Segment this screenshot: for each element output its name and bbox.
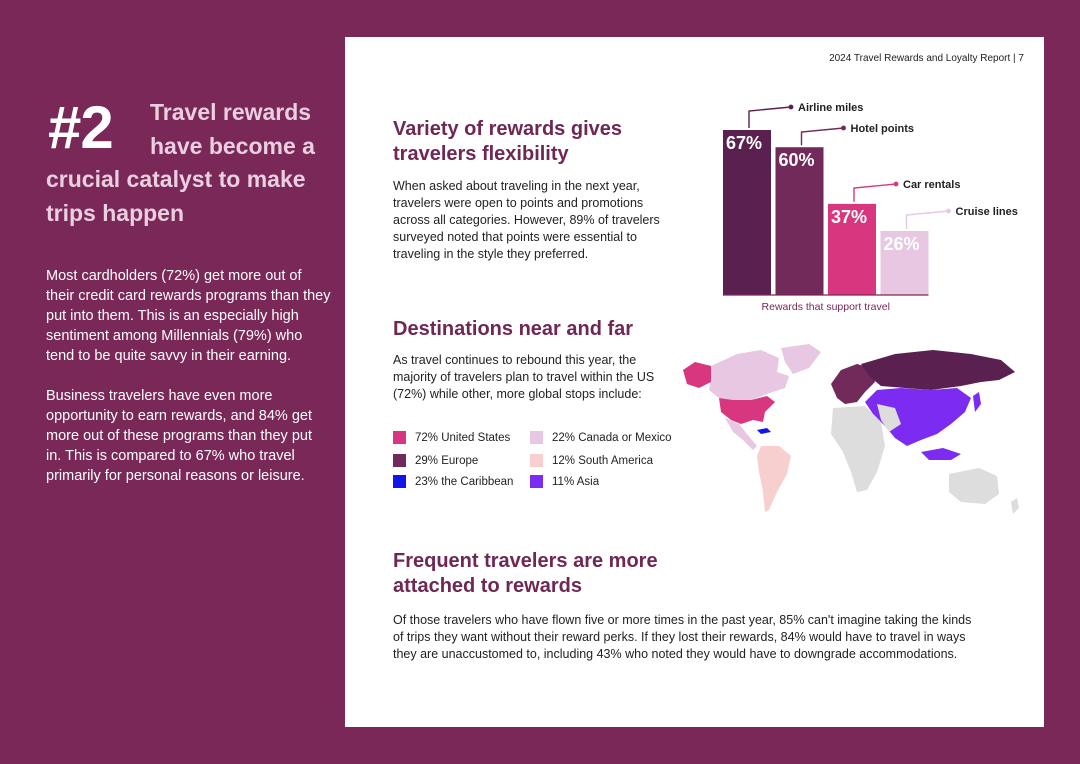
- map-russia: [861, 350, 1015, 390]
- intro-paragraph-1: Most cardholders (72%) get more out of t…: [46, 268, 331, 364]
- hero-line-1: Travel rewards: [150, 99, 312, 125]
- legend-swatch: [393, 475, 406, 488]
- category-leader-line: [853, 183, 897, 202]
- map-south-america: [757, 446, 791, 512]
- map-middle-east: [877, 404, 901, 432]
- chart-x-label: Rewards that support travel: [762, 301, 890, 313]
- rewards-section-body: When asked about traveling in the next y…: [393, 179, 660, 261]
- category-label: Hotel points: [851, 123, 915, 135]
- frequent-travelers-title: Frequent travelers are more attached to …: [393, 550, 658, 597]
- map-africa: [831, 406, 885, 492]
- bar-cruise-lines: [880, 230, 929, 295]
- category-leader-dot: [841, 125, 846, 131]
- legend-label: 29% Europe: [415, 454, 479, 467]
- frequent-travelers-body: Of those travelers who have flown five o…: [393, 613, 972, 661]
- legend-swatch: [530, 431, 543, 444]
- map-united-states: [719, 396, 775, 424]
- legend-label: 22% Canada or Mexico: [552, 431, 672, 444]
- rewards-chart-svg: 67% Airline miles 60% Hotel points 37% Car re…: [723, 102, 1018, 313]
- rewards-section-title: Variety of rewards gives travelers flexi…: [393, 118, 623, 165]
- legend-label: 11% Asia: [552, 475, 600, 488]
- map-australia: [949, 468, 999, 504]
- legend-label: 72% United States: [415, 431, 511, 444]
- legend-swatch: [393, 431, 406, 444]
- legend-item: 11% Asia: [530, 475, 599, 488]
- legend-swatch: [530, 454, 543, 467]
- map-indonesia: [921, 448, 961, 460]
- bar-hotel-points: [775, 147, 824, 295]
- hero-heading: Travel rewards have become a crucial cat…: [46, 96, 331, 230]
- world-map: [683, 344, 1019, 514]
- map-alaska: [683, 362, 711, 388]
- map-japan: [973, 392, 981, 412]
- legend-item: 29% Europe: [393, 454, 478, 467]
- page-header: 2024 Travel Rewards and Loyalty Report |…: [829, 53, 1024, 64]
- category-leader-dot: [946, 208, 951, 214]
- legend-swatch: [393, 454, 406, 467]
- map-asia: [865, 388, 971, 446]
- category-label: Car rentals: [903, 179, 960, 191]
- bar-car-rentals: [828, 203, 876, 295]
- hero-line-2: have become a: [150, 132, 315, 159]
- legend-item: 12% South America: [530, 454, 653, 467]
- map-caribbean: [757, 428, 771, 434]
- legend-item: 22% Canada or Mexico: [530, 431, 672, 444]
- hero-number: #2: [48, 94, 114, 161]
- bar-airline-miles: [723, 130, 771, 295]
- intro-body: Most cardholders (72%) get more out of t…: [46, 266, 331, 486]
- report-page: 2024 Travel Rewards and Loyalty Report |…: [345, 37, 1044, 727]
- destinations-section-body: As travel continues to rebound this year…: [393, 353, 655, 401]
- category-leader-dot: [893, 181, 899, 187]
- hero-line-3: crucial catalyst to make trips happen: [46, 166, 306, 226]
- map-greenland: [781, 344, 821, 374]
- category-label: Airline miles: [798, 102, 863, 114]
- bar-value-label: 37%: [831, 207, 867, 227]
- category-leader-line: [748, 106, 792, 128]
- legend-label: 23% the Caribbean: [415, 475, 514, 488]
- map-europe: [831, 364, 875, 404]
- bar-value-label: 67%: [726, 133, 762, 153]
- rewards-bar-chart: 67% Airline miles 60% Hotel points 37% Car re…: [675, 91, 1045, 351]
- bar-value-label: 60%: [779, 150, 815, 170]
- intro-panel: #2 Travel rewards have become a crucial …: [46, 96, 331, 486]
- category-leader-line: [800, 127, 844, 146]
- legend-label: 12% South America: [552, 454, 654, 467]
- legend-item: 23% the Caribbean: [393, 475, 513, 488]
- category-label: Cruise lines: [956, 206, 1018, 218]
- category-leader-dot: [788, 104, 794, 110]
- bar-value-label: 26%: [884, 234, 920, 254]
- legend-swatch: [530, 475, 543, 488]
- map-canada: [709, 350, 789, 400]
- intro-paragraph-2: Business travelers have even more opport…: [46, 388, 312, 484]
- destinations-section-title: Destinations near and far: [393, 318, 634, 340]
- category-leader-line: [905, 210, 949, 229]
- legend-item: 72% United States: [393, 431, 510, 444]
- map-new-zealand: [1011, 498, 1019, 514]
- map-mexico: [725, 418, 757, 450]
